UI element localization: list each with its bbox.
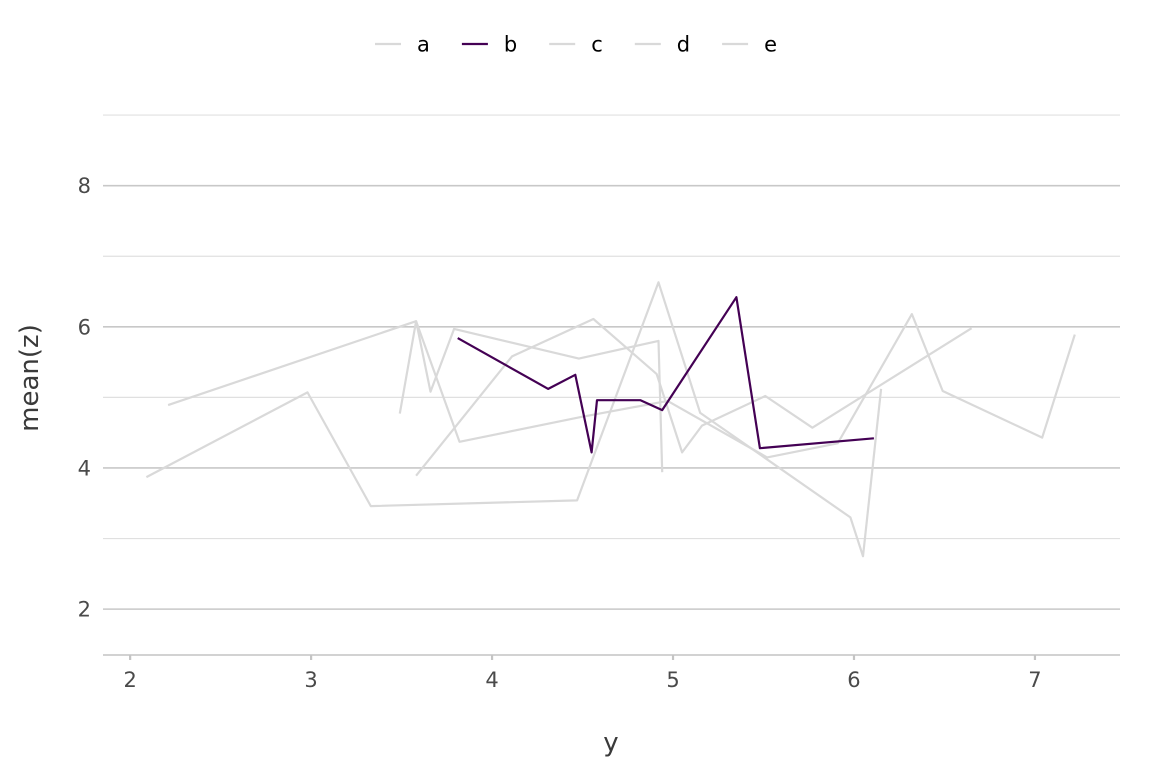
y-tick-label: 6 xyxy=(78,315,91,339)
legend-label: c xyxy=(591,33,603,57)
legend-label: d xyxy=(677,33,690,57)
y-tick-label: 2 xyxy=(78,598,91,622)
x-tick-label: 3 xyxy=(304,668,317,692)
legend-item-d: d xyxy=(634,33,690,57)
legend-label: e xyxy=(764,33,777,57)
x-tick-label: 2 xyxy=(123,668,136,692)
series-line-b xyxy=(457,296,874,454)
legend-item-e: e xyxy=(722,33,777,57)
legend-label: b xyxy=(504,33,517,57)
x-tick-label: 4 xyxy=(485,668,498,692)
y-axis-title: mean(z) xyxy=(15,324,45,432)
series-line-c xyxy=(145,281,883,558)
x-tick-label: 5 xyxy=(666,668,679,692)
y-tick-label: 4 xyxy=(78,456,91,480)
legend-item-b: b xyxy=(461,33,517,57)
legend-item-c: c xyxy=(549,33,603,57)
legend: a b c d e xyxy=(375,33,777,57)
y-tick-label: 8 xyxy=(78,174,91,198)
x-axis-title: y xyxy=(603,728,618,758)
series-line-e xyxy=(415,317,973,477)
legend-item-a: a xyxy=(375,33,430,57)
series-line-d xyxy=(167,320,664,473)
series-line-a xyxy=(398,313,1076,459)
legend-label: a xyxy=(417,33,430,57)
x-tick-label: 6 xyxy=(847,668,860,692)
axes: 2 3 4 5 6 7 2 4 6 8 xyxy=(78,174,1120,692)
x-tick-label: 7 xyxy=(1028,668,1041,692)
grid xyxy=(103,114,1120,610)
series-layer xyxy=(145,281,1076,558)
